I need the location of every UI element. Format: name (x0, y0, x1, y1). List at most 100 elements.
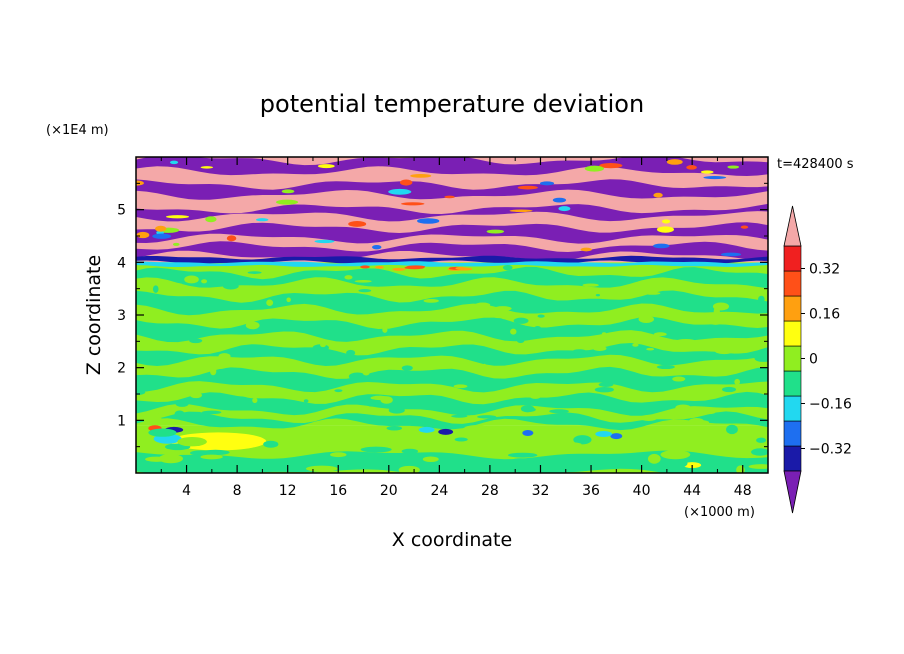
contour-patch (360, 265, 370, 269)
contour-patch (516, 337, 525, 344)
contour-patch (702, 410, 716, 415)
contour-patch (605, 439, 626, 445)
time-label: t=428400 s (777, 157, 854, 172)
contour-patch (382, 327, 388, 333)
contour-patch (451, 414, 468, 418)
contour-patch (616, 359, 624, 367)
contour-patch (705, 366, 715, 372)
contour-patch (573, 435, 592, 445)
contour-patch (404, 350, 419, 356)
contour-band (136, 366, 768, 393)
contour-patch (171, 303, 187, 312)
contour-patch (756, 437, 767, 443)
y-unit-label: (×1E4 m) (46, 123, 109, 138)
colorbar-segment (783, 445, 802, 472)
contour-patch (522, 429, 534, 436)
contour-patch (530, 395, 541, 399)
contour-patch (734, 378, 741, 385)
contour-patch (644, 405, 658, 410)
contour-patch (580, 247, 592, 252)
contour-patch (255, 463, 287, 469)
contour-patch (653, 332, 667, 337)
contour-patch (740, 225, 749, 229)
contour-patch (226, 235, 237, 242)
contour-patch (656, 226, 675, 233)
contour-band (136, 241, 768, 262)
colorbar-segment (783, 295, 802, 322)
contour-patch (455, 266, 466, 270)
contour-patch (358, 289, 372, 293)
contour-patch (146, 412, 160, 416)
contour-patch (418, 426, 435, 433)
contour-patch (637, 350, 657, 355)
x-tick-label: 40 (633, 483, 651, 499)
contour-patch (454, 437, 468, 442)
contour-patch (539, 181, 555, 186)
contour-patch (708, 317, 723, 325)
contour-patch (592, 346, 607, 351)
contour-patch (686, 165, 697, 170)
contour-patch (610, 433, 623, 440)
contour-patch (205, 216, 217, 223)
contour-band (136, 179, 768, 200)
contour-patch (451, 285, 468, 292)
contour-patch (727, 165, 740, 169)
contour-patch (317, 164, 335, 169)
contour-patch (661, 219, 671, 224)
contour-patch (398, 292, 410, 300)
contour-patch (740, 416, 757, 419)
contour-patch (346, 349, 356, 357)
contour-patch (666, 159, 683, 165)
contour-patch (166, 215, 190, 219)
contour-patch (486, 229, 505, 234)
contour-patch (647, 453, 661, 464)
contour-patch (164, 282, 183, 286)
contour-patch (245, 321, 260, 330)
contour-patch (463, 363, 476, 369)
contour-patch (366, 399, 377, 407)
contour-patch (190, 392, 202, 399)
colorbar-tick-label: 0.32 (809, 262, 840, 278)
contour-patch (174, 410, 185, 418)
x-tick-label: 32 (532, 483, 550, 499)
contour-patch (444, 195, 455, 199)
contour-patch (344, 275, 353, 280)
contour-patch (507, 458, 535, 468)
contour-patch (713, 324, 720, 328)
contour-patch (348, 372, 367, 381)
contour-patch (348, 221, 367, 227)
contour-patch (720, 252, 742, 257)
contour-patch (549, 441, 582, 447)
colorbar-tick-label: −0.16 (809, 397, 852, 413)
contour-patch (445, 316, 453, 320)
contour-band (136, 157, 768, 176)
contour-patch (582, 283, 599, 287)
contour-patch (285, 458, 315, 464)
contour-patch (392, 267, 406, 271)
contour-patch (463, 425, 489, 433)
contour-patch (286, 297, 291, 303)
contour-patch (537, 314, 545, 318)
colorbar-segment (783, 320, 802, 347)
contour-patch (172, 242, 180, 246)
contour-patch (656, 365, 675, 370)
contour-band (136, 391, 768, 416)
x-tick-label: 12 (279, 483, 297, 499)
contour-patch (640, 414, 658, 421)
contour-patch (398, 465, 420, 473)
contour-patch (660, 449, 691, 460)
contour-patch (143, 416, 163, 424)
contour-patch (417, 218, 440, 224)
contour-patch (263, 440, 279, 448)
contour-patch (228, 412, 247, 418)
contour-band (136, 266, 768, 289)
contour-patch (700, 170, 714, 174)
contour-patch (372, 408, 388, 412)
contour-patch (688, 316, 707, 319)
contour-patch (676, 338, 696, 344)
contour-patch (137, 321, 144, 326)
contour-band (136, 255, 768, 264)
contour-patch (388, 188, 412, 195)
contour-patch (638, 315, 655, 324)
colorbar-tick-label: 0.16 (809, 307, 840, 323)
